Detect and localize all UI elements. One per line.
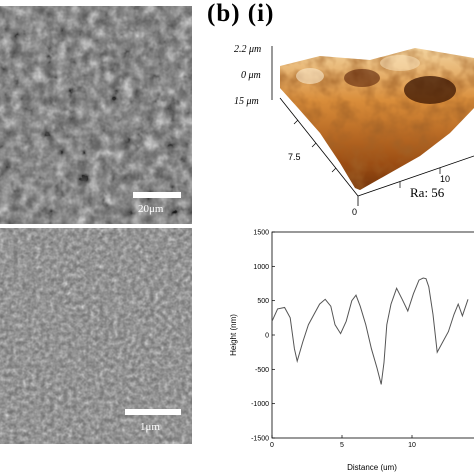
x-tick-label: 0 bbox=[270, 442, 274, 449]
sem-image-top: 20μm bbox=[0, 6, 192, 224]
afm-z-label-mid: 0 μm bbox=[241, 70, 261, 81]
scale-bar-bottom bbox=[125, 409, 181, 415]
x-tick-label: 5 bbox=[340, 442, 344, 449]
y-tick-label: 1500 bbox=[253, 230, 269, 237]
y-axis-title: Height (nm) bbox=[229, 314, 238, 356]
y-tick-label: -500 bbox=[255, 367, 269, 374]
y-tick-label: 1000 bbox=[253, 264, 269, 271]
roughness-ra-label: Ra: 56 bbox=[410, 185, 445, 200]
y-tick-label: -1500 bbox=[251, 436, 269, 443]
plot-frame bbox=[271, 231, 474, 439]
afm-axis-tick-7-5: 7.5 bbox=[288, 152, 301, 162]
sem-texture-bottom bbox=[0, 228, 192, 444]
x-tick-label: 10 bbox=[408, 442, 416, 449]
afm-axis-tick-0: 0 bbox=[352, 207, 358, 217]
x-axis-title: Distance (um) bbox=[347, 463, 397, 472]
x-axis: 0 5 10 bbox=[270, 435, 416, 449]
afm-axis-tick-10: 10 bbox=[440, 174, 451, 184]
afm-z-label-bottom: 15 μm bbox=[234, 96, 259, 107]
panel-b-heading: (b) (i) bbox=[207, 0, 275, 27]
scale-bar-top bbox=[133, 192, 181, 198]
y-tick-label: -1000 bbox=[251, 401, 269, 408]
afm-3d-surface bbox=[271, 46, 474, 206]
y-tick-label: 0 bbox=[265, 333, 269, 340]
afm-z-label-top: 2.2 μm bbox=[234, 44, 262, 55]
height-profile-chart: -1500 -1000 -500 0 500 1000 1500 0 5 10 Height (… bbox=[229, 230, 474, 472]
height-profile-line bbox=[271, 277, 469, 385]
y-axis: -1500 -1000 -500 0 500 1000 1500 bbox=[251, 230, 275, 443]
sem-image-bottom: 1μm bbox=[0, 228, 192, 444]
sem-texture-top bbox=[0, 6, 192, 224]
scale-label-top: 20μm bbox=[138, 203, 164, 215]
scale-label-bottom: 1μm bbox=[140, 421, 160, 433]
y-tick-label: 500 bbox=[257, 298, 269, 305]
